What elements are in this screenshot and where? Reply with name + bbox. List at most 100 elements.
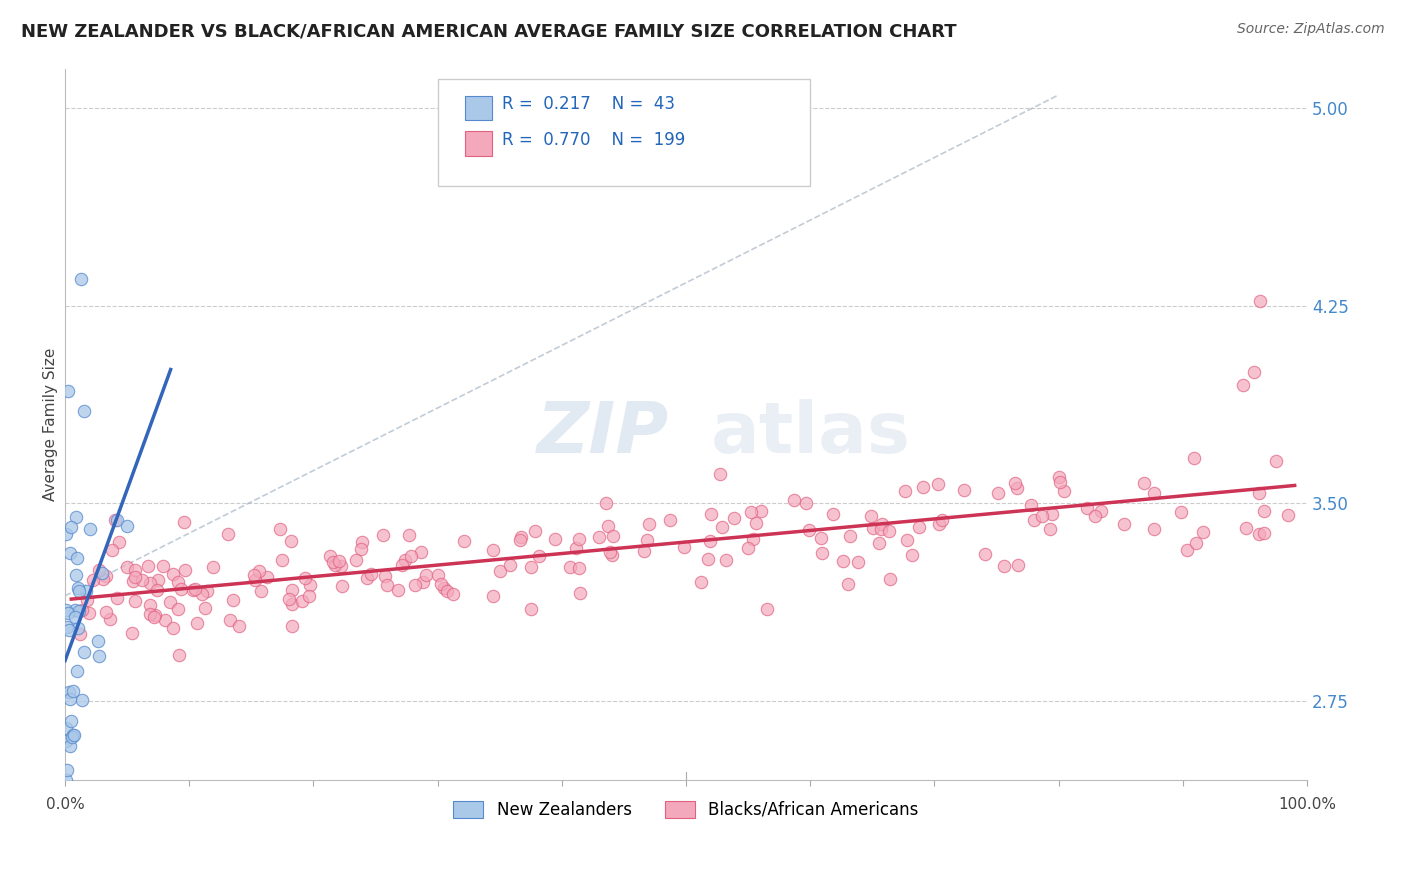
Point (59, 692, 82, 706)
Point (250, 583, 273, 598)
Point (277, 591, 299, 606)
Point (430, 577, 453, 591)
Point (928, 517, 950, 532)
Point (247, 564, 270, 578)
Point (107, 535, 129, 549)
Point (269, 522, 291, 536)
Point (794, 496, 817, 510)
Point (716, 553, 738, 567)
Point (953, 483, 976, 498)
Point (689, 574, 711, 589)
Point (360, 567, 382, 582)
Point (195, 584, 218, 599)
Point (281, 619, 304, 633)
Point (699, 533, 721, 548)
Point (1005, 481, 1028, 495)
Point (870, 517, 893, 532)
Point (167, 602, 190, 616)
Point (520, 560, 543, 574)
Point (66, 551, 89, 566)
Point (749, 504, 772, 518)
Text: R =  0.770    N =  199: R = 0.770 N = 199 (502, 131, 686, 149)
Point (298, 578, 321, 592)
Point (89, 563, 111, 577)
Point (136, 558, 159, 573)
Point (602, 529, 624, 543)
Point (139, 576, 162, 591)
Point (59, 739, 82, 753)
Point (62, 683, 84, 698)
Point (1084, 509, 1107, 524)
Point (131, 574, 153, 588)
Point (94, 568, 117, 582)
Point (63, 609, 86, 624)
Point (1191, 524, 1213, 539)
Point (124, 570, 146, 584)
Point (894, 484, 917, 499)
Point (87, 633, 110, 648)
Point (115, 519, 138, 533)
Point (700, 507, 723, 521)
Point (783, 493, 806, 508)
Point (1143, 485, 1166, 500)
Point (509, 533, 531, 547)
Point (1076, 500, 1098, 515)
Point (67, 581, 90, 595)
Point (323, 558, 346, 573)
Point (568, 586, 591, 600)
Point (896, 533, 918, 547)
Point (544, 533, 567, 547)
Point (404, 578, 426, 592)
Point (1053, 483, 1076, 498)
Point (527, 549, 550, 563)
Point (58, 623, 80, 637)
Point (638, 517, 661, 532)
Point (1249, 293, 1271, 308)
Point (56, 620, 79, 634)
Point (1265, 454, 1288, 468)
Point (73, 404, 96, 418)
Point (281, 583, 304, 598)
Point (191, 587, 214, 601)
Point (433, 581, 456, 595)
Point (219, 613, 242, 627)
Point (67, 584, 90, 599)
Point (159, 595, 181, 609)
Point (124, 594, 146, 608)
Bar (465, 131, 492, 156)
Point (374, 569, 396, 583)
Point (322, 555, 344, 569)
Point (823, 508, 845, 522)
Point (1185, 536, 1208, 550)
Point (69, 627, 91, 641)
Point (1249, 486, 1271, 500)
Point (170, 582, 193, 596)
Point (737, 541, 759, 555)
Point (73, 645, 96, 659)
Point (482, 589, 505, 603)
Point (87, 649, 110, 664)
Text: atlas: atlas (711, 399, 911, 468)
Point (76, 593, 98, 607)
Point (222, 593, 245, 607)
Point (280, 533, 302, 548)
Point (139, 599, 162, 613)
Point (60, 520, 83, 534)
Point (65, 784, 87, 798)
Point (167, 574, 190, 589)
Point (298, 589, 321, 603)
Point (811, 546, 834, 560)
Point (173, 563, 195, 577)
Point (673, 541, 696, 555)
Point (344, 553, 367, 567)
Point (94, 605, 117, 619)
Point (1253, 504, 1275, 518)
Y-axis label: Average Family Size: Average Family Size (44, 348, 58, 501)
Point (1047, 470, 1070, 484)
Point (633, 543, 655, 558)
Point (202, 560, 225, 574)
Point (565, 541, 588, 556)
Text: Source: ZipAtlas.com: Source: ZipAtlas.com (1237, 22, 1385, 37)
Point (927, 476, 949, 491)
Point (1170, 505, 1192, 519)
